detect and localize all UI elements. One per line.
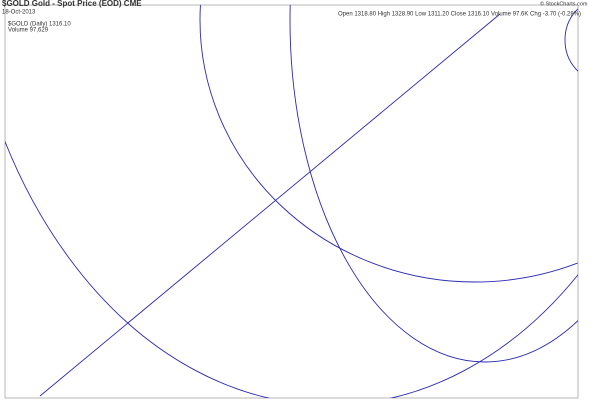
fib-arc [289, 5, 578, 363]
credit: © StockCharts.com [540, 0, 588, 7]
plot-area [4, 4, 579, 399]
legend: $GOLD (Daily) 1316.10 [8, 22, 71, 28]
fib-arc [564, 8, 578, 72]
chart-title: $GOLD Gold - Spot Price (EOD) CME [2, 0, 142, 8]
volume-label: Volume 97,629 [8, 28, 49, 34]
date: 18-Oct-2013 [2, 10, 36, 16]
quote: Open 1318.80 High 1328.90 Low 1311.20 Cl… [338, 12, 581, 18]
fib-arc [199, 5, 578, 283]
trend-line [39, 13, 501, 397]
